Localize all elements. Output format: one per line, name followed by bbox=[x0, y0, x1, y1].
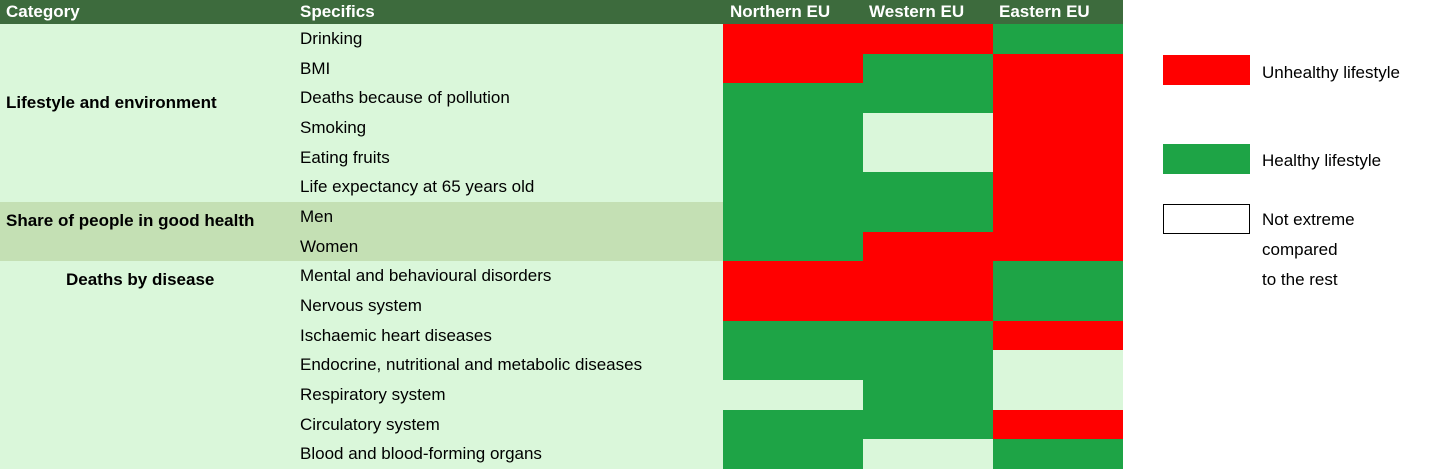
heatmap-cell-healthy bbox=[723, 320, 863, 351]
heatmap-cell-healthy bbox=[863, 380, 993, 410]
legend-label-neutral-2: compared bbox=[1262, 240, 1338, 259]
heatmap-cell-healthy bbox=[723, 350, 863, 380]
legend-swatch-neutral bbox=[1163, 204, 1250, 234]
heatmap-cell-unhealthy bbox=[723, 24, 863, 54]
heatmap-cell-healthy bbox=[723, 231, 863, 262]
heatmap-cell-healthy bbox=[723, 172, 863, 202]
heatmap-cell-neutral bbox=[863, 142, 993, 173]
heatmap-cell-healthy bbox=[723, 83, 863, 113]
heatmap-cell-unhealthy bbox=[993, 172, 1123, 202]
heatmap-cell-unhealthy bbox=[993, 113, 1123, 143]
specific-label: Respiratory system bbox=[300, 385, 446, 404]
specific-label: Nervous system bbox=[300, 296, 422, 315]
header-category: Category bbox=[6, 2, 80, 21]
specific-label: Eating fruits bbox=[300, 147, 390, 167]
specific-label: Mental and behavioural disorders bbox=[300, 266, 552, 286]
heatmap-cell-healthy bbox=[723, 439, 863, 469]
specific-label: Circulatory system bbox=[300, 414, 440, 434]
heatmap-cell-neutral bbox=[863, 113, 993, 143]
row-background bbox=[0, 83, 723, 113]
heatmap-cell-healthy bbox=[863, 83, 993, 113]
heatmap-cell-unhealthy bbox=[993, 83, 1123, 113]
heatmap-cell-healthy bbox=[993, 291, 1123, 321]
heatmap-cell-healthy bbox=[863, 320, 993, 351]
row-background bbox=[0, 261, 723, 291]
heatmap-cell-healthy bbox=[723, 409, 863, 440]
heatmap-cell-neutral bbox=[863, 439, 993, 469]
legend-label-neutral-3: to the rest bbox=[1262, 270, 1338, 289]
heatmap-cell-unhealthy bbox=[993, 53, 1123, 84]
header-specifics: Specifics bbox=[300, 2, 375, 21]
row-background bbox=[0, 439, 723, 469]
heatmap-cell-unhealthy bbox=[863, 231, 993, 262]
specific-label: Life expectancy at 65 years old bbox=[300, 177, 535, 197]
header-eastern-eu: Eastern EU bbox=[999, 2, 1090, 21]
heatmap-cell-unhealthy bbox=[993, 231, 1123, 262]
heatmap-cell-healthy bbox=[863, 409, 993, 440]
row-background bbox=[0, 172, 723, 202]
heatmap-cell-unhealthy bbox=[723, 53, 863, 84]
row-background bbox=[0, 24, 723, 54]
specific-label: Deaths because of pollution bbox=[300, 88, 510, 108]
heatmap-cell-neutral bbox=[993, 350, 1123, 380]
specific-label: Women bbox=[300, 236, 359, 256]
legend-swatch-healthy bbox=[1163, 144, 1250, 174]
specific-label: Drinking bbox=[300, 29, 363, 48]
heatmap-table: Category Specifics Northern EU Western E… bbox=[0, 0, 1123, 469]
heatmap-cell-unhealthy bbox=[993, 409, 1123, 440]
row-background bbox=[0, 231, 723, 262]
specific-label: Endocrine, nutritional and metabolic dis… bbox=[300, 355, 643, 375]
category-lifestyle: Lifestyle and environment bbox=[6, 93, 217, 112]
specific-label: Smoking bbox=[300, 118, 367, 137]
header-western-eu: Western EU bbox=[869, 2, 965, 21]
header-bar bbox=[0, 0, 1123, 24]
specific-label: Blood and blood-forming organs bbox=[300, 444, 542, 464]
heatmap-cell-healthy bbox=[993, 439, 1123, 469]
row-background bbox=[0, 202, 723, 232]
heatmap-cell-healthy bbox=[993, 261, 1123, 291]
heatmap-cell-unhealthy bbox=[993, 142, 1123, 173]
row-background bbox=[0, 409, 723, 440]
legend-label-unhealthy: Unhealthy lifestyle bbox=[1262, 63, 1400, 82]
row-background bbox=[0, 53, 723, 84]
heatmap-cell-neutral bbox=[993, 380, 1123, 410]
heatmap-cell-unhealthy bbox=[863, 291, 993, 321]
specific-label: Men bbox=[300, 207, 334, 226]
heatmap-cell-healthy bbox=[723, 202, 863, 232]
specific-label: Ischaemic heart diseases bbox=[300, 325, 492, 345]
header-northern-eu: Northern EU bbox=[730, 2, 831, 21]
heatmap-cell-unhealthy bbox=[723, 261, 863, 291]
heatmap-cell-unhealthy bbox=[863, 24, 993, 54]
heatmap-cell-unhealthy bbox=[863, 261, 993, 291]
legend-label-neutral-1: Not extreme bbox=[1262, 210, 1355, 229]
category-deaths: Deaths by disease bbox=[66, 270, 215, 289]
heatmap-cell-healthy bbox=[863, 53, 993, 84]
heatmap-cell-healthy bbox=[863, 202, 993, 232]
heatmap-cell-healthy bbox=[993, 24, 1123, 54]
legend-swatch-unhealthy bbox=[1163, 55, 1250, 85]
specific-label: BMI bbox=[300, 58, 331, 78]
heatmap-cell-healthy bbox=[723, 113, 863, 143]
legend-label-healthy: Healthy lifestyle bbox=[1262, 151, 1382, 170]
row-background bbox=[0, 350, 723, 380]
row-background bbox=[0, 320, 723, 351]
row-background bbox=[0, 380, 723, 410]
heatmap-cell-unhealthy bbox=[993, 320, 1123, 351]
heatmap-cell-unhealthy bbox=[723, 291, 863, 321]
heatmap-cell-healthy bbox=[863, 350, 993, 380]
heatmap-cell-unhealthy bbox=[993, 202, 1123, 232]
category-good-health: Share of people in good health bbox=[6, 211, 255, 230]
row-background bbox=[0, 142, 723, 173]
heatmap-cell-healthy bbox=[723, 142, 863, 173]
heatmap-cell-healthy bbox=[863, 172, 993, 202]
row-background bbox=[0, 113, 723, 143]
heatmap-cell-neutral bbox=[723, 380, 863, 410]
row-background bbox=[0, 291, 723, 321]
